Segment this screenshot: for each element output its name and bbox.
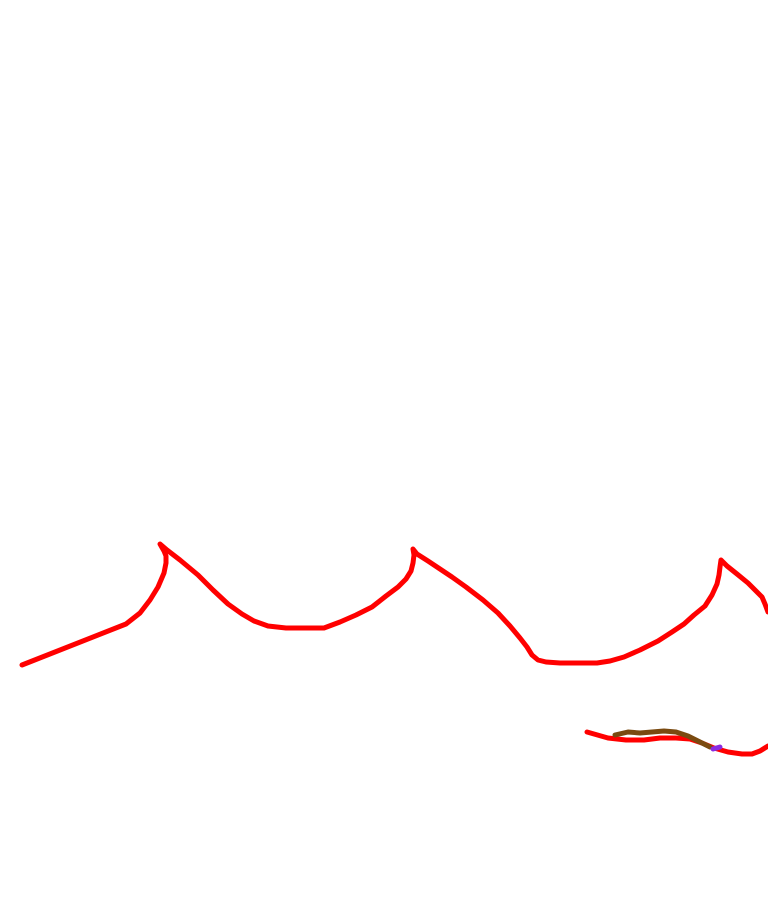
red-wave-stroke [19,541,768,668]
brown-lower-stroke [612,728,713,750]
purple-dot-stroke [710,744,723,752]
